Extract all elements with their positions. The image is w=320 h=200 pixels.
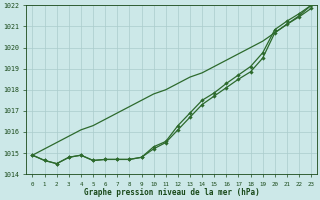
X-axis label: Graphe pression niveau de la mer (hPa): Graphe pression niveau de la mer (hPa) [84,188,260,197]
